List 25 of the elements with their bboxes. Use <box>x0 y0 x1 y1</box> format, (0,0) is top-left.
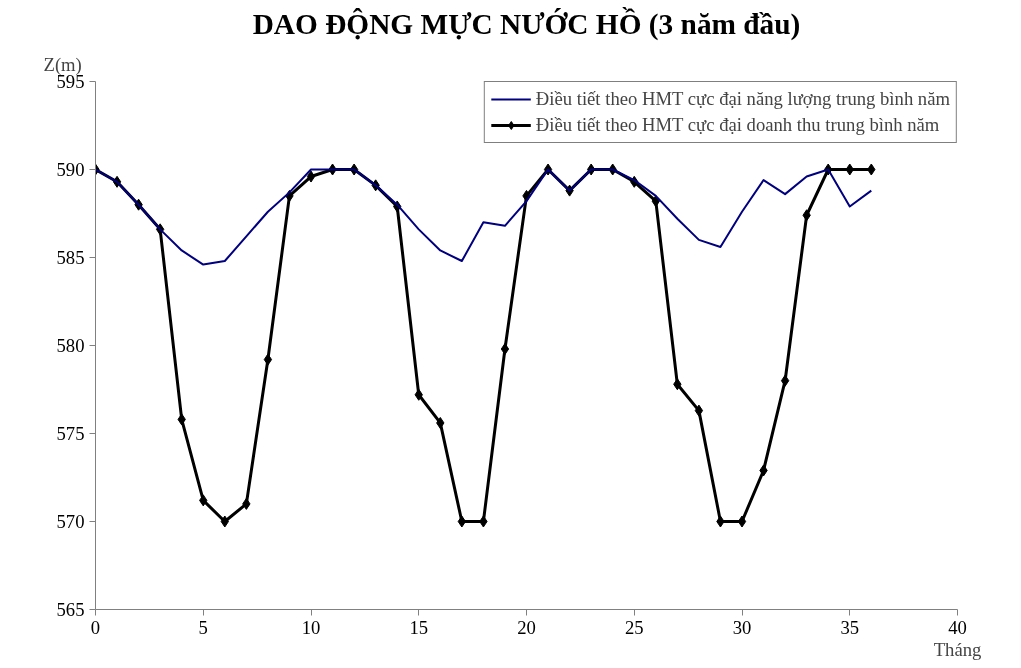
y-tick-label: 570 <box>56 511 85 532</box>
x-tick-label: 40 <box>948 616 967 638</box>
point <box>263 353 273 366</box>
y-tick-label: 565 <box>56 599 85 620</box>
x-tick-label: 25 <box>624 616 644 638</box>
point <box>780 374 790 387</box>
legend-label: Điều tiết theo HMT cực đại doanh thu trung bình năm <box>535 114 940 136</box>
point <box>694 404 704 417</box>
y-tick-label: 575 <box>56 423 85 444</box>
point <box>306 170 316 183</box>
y-axis-title: Z(m) <box>43 53 82 76</box>
x-tick-label: 30 <box>732 616 752 638</box>
point <box>500 343 510 356</box>
x-tick-label: 20 <box>517 616 536 638</box>
legend-label: Điều tiết theo HMT cực đại năng lượng trung bình năm <box>535 88 950 110</box>
x-axis-title: Tháng <box>933 638 982 660</box>
chart-title: DAO ĐỘNG MỰC NƯỚC HỒ (3 năm đầu) <box>252 6 801 41</box>
y-tick-label: 590 <box>56 159 85 180</box>
x-tick-label: 15 <box>409 616 429 638</box>
y-tick-label: 580 <box>56 335 85 356</box>
x-tick-label: 5 <box>198 616 208 638</box>
x-tick-label: 0 <box>90 616 101 638</box>
x-tick-label: 10 <box>301 616 321 638</box>
y-tick-label: 585 <box>56 247 85 268</box>
x-tick-label: 35 <box>840 616 860 638</box>
